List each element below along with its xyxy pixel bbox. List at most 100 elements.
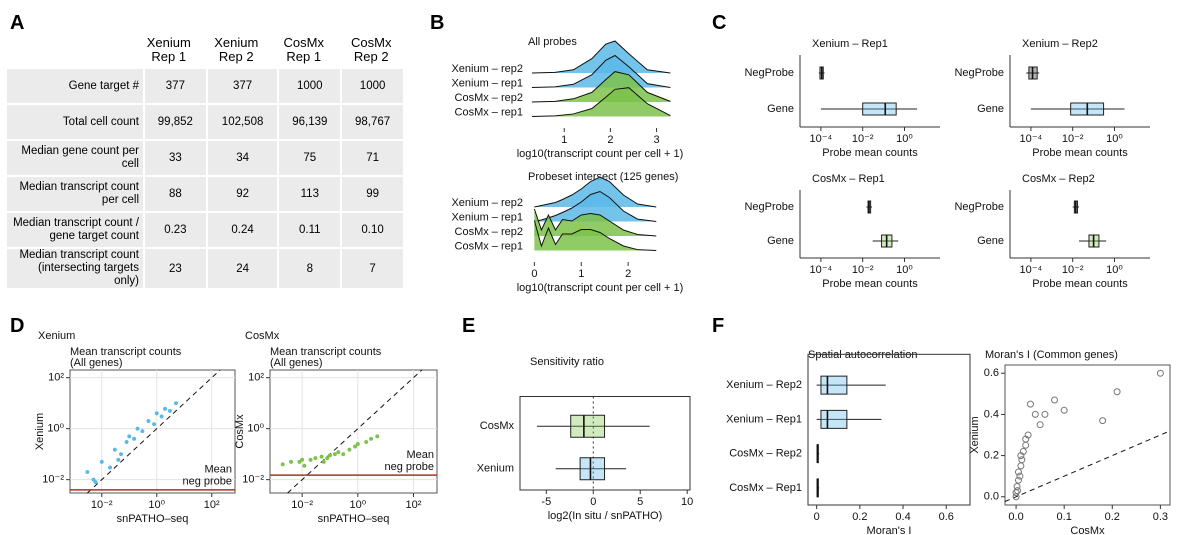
y-tick-label: 0.4 — [984, 408, 999, 420]
table-cell: 0.24 — [205, 211, 280, 249]
x-tick-label: 1 — [578, 268, 584, 280]
x-axis-label: snPATHO–seq — [318, 513, 390, 525]
x-tick-label: 2 — [625, 268, 631, 280]
point — [1019, 447, 1027, 455]
x-tick-label: 0.6 — [939, 511, 954, 523]
x-tick-label: 10⁻² — [852, 264, 874, 276]
table-row: Median gene count per cell 33 34 75 71 — [5, 139, 405, 177]
plot-frame — [1004, 364, 1171, 506]
point — [1018, 456, 1026, 464]
point — [313, 456, 318, 461]
y-tick-label: 10⁻² — [42, 474, 64, 486]
y-tick-label: 10⁻² — [242, 474, 264, 486]
ridge-line — [531, 87, 671, 117]
y-tick-label: 10² — [248, 372, 264, 384]
x-tick-label: 0.1 — [1057, 511, 1072, 523]
x-tick-label: 10⁰ — [1106, 264, 1123, 276]
plot-frame — [69, 369, 236, 494]
point — [364, 439, 369, 445]
x-tick-label: 0.0 — [1008, 511, 1023, 523]
category-label: Xenium — [477, 463, 514, 475]
point — [332, 452, 337, 457]
category-label: Gene — [977, 103, 1004, 115]
category-label: Xenium – Rep2 — [726, 379, 802, 391]
ridge-label: CosMx – rep2 — [455, 226, 523, 238]
table-cell: 99 — [340, 175, 405, 213]
subtitle: (All genes) — [270, 357, 323, 369]
panel-label: B — [430, 12, 445, 34]
point — [146, 418, 151, 424]
point — [135, 426, 140, 431]
x-tick-label: 10⁻⁴ — [1020, 264, 1043, 276]
table-cell: 33 — [143, 139, 208, 177]
point — [1113, 388, 1121, 396]
point — [355, 441, 360, 447]
point — [1014, 468, 1022, 476]
subtitle: Mean transcript counts — [270, 346, 382, 358]
plot-frame — [519, 396, 691, 491]
point — [99, 459, 104, 464]
chart-title: CosMx – Rep1 — [812, 173, 885, 185]
ridge-area — [531, 55, 671, 88]
x-tick-label: 2 — [607, 134, 613, 146]
identity-line — [87, 369, 221, 494]
point — [116, 457, 121, 462]
chart-title: CosMx — [245, 330, 280, 342]
table-row: Median transcript count per cell 88 92 113 9… — [5, 175, 405, 213]
row-header: Median transcript count (intersecting ta… — [5, 247, 145, 290]
ridge-line — [533, 208, 657, 237]
chart-title: CosMx – Rep2 — [1022, 173, 1095, 185]
table-cell: 377 — [205, 67, 280, 105]
ridge-area — [531, 41, 671, 73]
point — [167, 408, 172, 413]
x-tick-label: 0 — [531, 268, 537, 280]
point — [107, 465, 113, 470]
ridge-area — [534, 220, 657, 251]
point — [85, 469, 90, 475]
chart-title: Xenium — [38, 330, 75, 342]
x-tick-label: 0.4 — [895, 511, 910, 523]
point — [347, 447, 352, 452]
point — [289, 459, 294, 464]
table-cell: 99,852 — [143, 103, 208, 141]
x-tick-label: 10⁰ — [148, 499, 165, 511]
x-tick-label: 10⁰ — [896, 133, 913, 145]
x-tick-label: 0 — [814, 511, 820, 523]
table-cell: 34 — [205, 139, 280, 177]
x-tick-label: 10⁻⁴ — [1020, 133, 1043, 145]
column-header: Xenium Rep 1 — [146, 35, 191, 64]
chart-title: Xenium – Rep1 — [812, 38, 888, 50]
point — [327, 453, 333, 458]
chart-title: Probeset intersect (125 genes) — [528, 171, 678, 183]
box — [570, 414, 606, 438]
point — [140, 429, 145, 434]
annotation: neg probe — [384, 461, 434, 473]
point — [173, 401, 179, 406]
x-tick-label: -5 — [541, 496, 551, 508]
point — [319, 454, 324, 459]
y-tick-label: 10² — [48, 372, 64, 384]
category-label: CosMx – Rep1 — [729, 482, 802, 494]
ridge-label: Xenium – rep2 — [451, 63, 523, 75]
x-tick-label: 10⁻² — [1062, 264, 1084, 276]
identity-line — [287, 369, 423, 494]
x-tick-label: 10⁻² — [291, 499, 313, 511]
table-cell: 377 — [143, 67, 208, 105]
point — [1014, 476, 1022, 484]
chart-title: Sensitivity ratio — [530, 356, 604, 368]
ridge-line — [531, 54, 671, 88]
row-header: Median gene count per cell — [5, 139, 145, 177]
chart-title: All probes — [528, 36, 577, 48]
table-cell: 1000 — [277, 67, 343, 105]
table-cell: 24 — [205, 247, 280, 290]
x-tick-label: 1 — [561, 134, 567, 146]
table-cell: 98,767 — [340, 103, 405, 141]
table-cell: 113 — [277, 175, 343, 213]
row-header: Median transcript count per cell — [5, 175, 145, 213]
annotation: neg probe — [182, 476, 232, 488]
point — [132, 436, 137, 441]
table-cell: 75 — [277, 139, 343, 177]
point — [112, 447, 117, 452]
y-tick-label: 10⁰ — [47, 423, 64, 435]
